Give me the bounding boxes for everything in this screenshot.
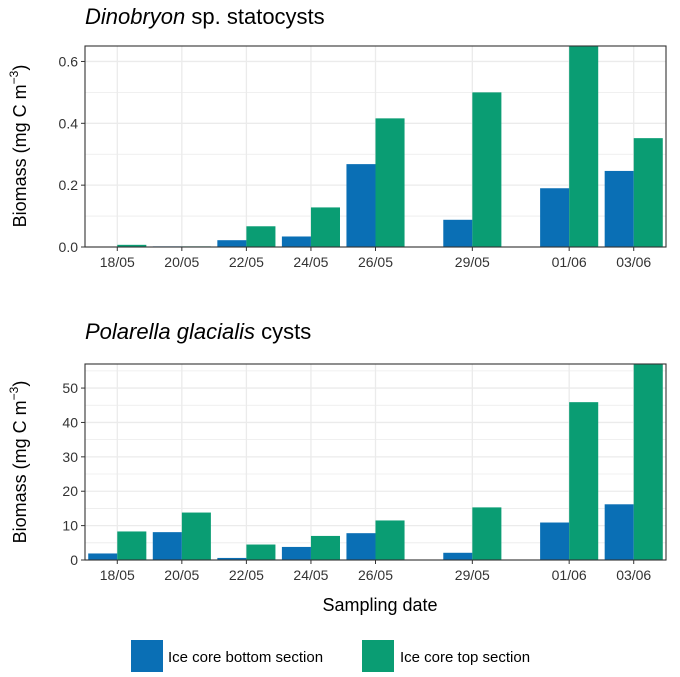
y-tick-label: 20	[62, 483, 78, 499]
y-tick-label: 10	[62, 518, 78, 534]
bar-bottom-01-06	[540, 188, 570, 247]
x-axis-ticks: 18/05 20/05 22/05 24/05 26/05 29/05 01/06 03/06	[100, 247, 651, 270]
legend: Ice core bottom section Ice core top sec…	[131, 640, 530, 672]
bar-bottom-03-06	[604, 170, 634, 247]
bar-top-01-06	[569, 402, 599, 560]
y-axis-ticks: 0.0 0.2 0.4 0.6	[59, 53, 85, 255]
bars	[88, 46, 663, 247]
bars	[88, 364, 663, 560]
bar-bottom-26-05	[346, 164, 376, 247]
bar-bottom-20-05	[152, 532, 182, 560]
bar-top-20-05	[181, 512, 211, 560]
bar-top-01-06	[569, 46, 599, 247]
legend-label-top: Ice core top section	[400, 649, 530, 666]
x-tick-label: 29/05	[455, 567, 490, 583]
legend-label-bottom: Ice core bottom section	[168, 649, 323, 666]
bar-bottom-18-05	[88, 553, 118, 560]
bar-bottom-24-05	[281, 546, 311, 560]
title-rest: cysts	[255, 319, 311, 344]
x-axis-ticks: 18/05 20/05 22/05 24/05 26/05 29/05 01/06 03/06	[100, 560, 651, 583]
x-tick-label: 03/06	[616, 567, 651, 583]
y-axis-label: Biomass (mg C m−3)	[7, 65, 30, 228]
title-rest: sp. statocysts	[185, 4, 324, 29]
bar-top-18-05	[117, 531, 147, 560]
x-tick-label: 24/05	[293, 254, 328, 270]
y-axis-ticks: 0 10 20 30 40 50	[62, 380, 85, 568]
panel-title: Polarella glacialis cysts	[85, 319, 311, 344]
y-tick-label: 40	[62, 414, 78, 430]
x-tick-label: 20/05	[164, 567, 199, 583]
bar-top-22-05	[246, 544, 276, 560]
x-tick-label: 22/05	[229, 254, 264, 270]
bar-bottom-24-05	[281, 236, 311, 247]
bar-top-03-06	[633, 138, 663, 247]
bar-bottom-26-05	[346, 533, 376, 560]
panel-dinobryon: Dinobryon sp. statocysts 0.0 0.2 0.4 0.6 18…	[7, 4, 667, 270]
y-axis-label: Biomass (mg C m−3)	[7, 381, 30, 544]
legend-swatch-bottom	[131, 640, 163, 672]
x-tick-label: 20/05	[164, 254, 199, 270]
title-italic: Dinobryon	[85, 4, 185, 29]
x-tick-label: 01/06	[552, 254, 587, 270]
y-tick-label: 0	[70, 552, 78, 568]
panel-polarella: Polarella glacialis cysts 0 10 20 30 40 50 18…	[7, 319, 667, 615]
bar-bottom-03-06	[604, 504, 634, 560]
panel-title: Dinobryon sp. statocysts	[85, 4, 325, 29]
bar-top-26-05	[375, 520, 405, 560]
x-tick-label: 26/05	[358, 567, 393, 583]
bar-bottom-22-05	[217, 240, 247, 247]
bar-top-29-05	[472, 507, 502, 560]
x-tick-label: 26/05	[358, 254, 393, 270]
legend-swatch-top	[362, 640, 394, 672]
y-tick-label: 0.4	[59, 115, 79, 131]
x-tick-label: 22/05	[229, 567, 264, 583]
bar-top-26-05	[375, 118, 405, 247]
bar-top-18-05	[117, 244, 147, 247]
bar-top-29-05	[472, 92, 502, 247]
bar-top-24-05	[310, 207, 340, 247]
bar-top-22-05	[246, 226, 276, 247]
x-tick-label: 24/05	[293, 567, 328, 583]
title-italic: Polarella glacialis	[85, 319, 255, 344]
y-tick-label: 30	[62, 449, 78, 465]
x-tick-label: 18/05	[100, 567, 135, 583]
x-tick-label: 01/06	[552, 567, 587, 583]
y-tick-label: 0.0	[59, 239, 79, 255]
bar-bottom-29-05	[443, 219, 473, 247]
y-tick-label: 0.2	[59, 177, 79, 193]
x-axis-label: Sampling date	[322, 595, 437, 615]
bar-bottom-29-05	[443, 552, 473, 560]
y-tick-label: 0.6	[59, 53, 79, 69]
bar-bottom-22-05	[217, 557, 247, 560]
bar-top-03-06	[633, 364, 663, 560]
x-tick-label: 18/05	[100, 254, 135, 270]
bar-bottom-01-06	[540, 522, 570, 560]
y-tick-label: 50	[62, 380, 78, 396]
bar-top-24-05	[310, 535, 340, 560]
x-tick-label: 29/05	[455, 254, 490, 270]
x-tick-label: 03/06	[616, 254, 651, 270]
